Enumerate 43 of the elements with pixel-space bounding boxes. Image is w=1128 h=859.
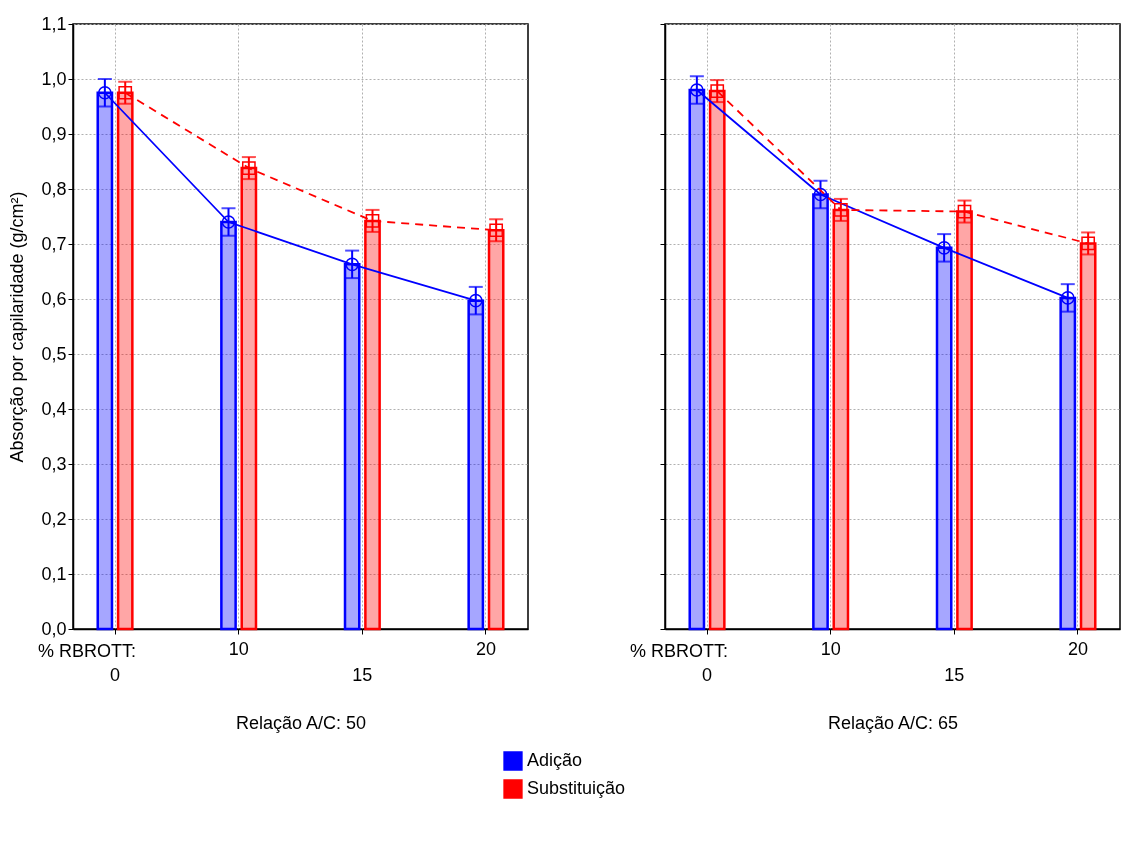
bar (1079, 242, 1097, 631)
bar (220, 220, 237, 631)
bar (96, 91, 114, 631)
bar (812, 193, 829, 631)
y-tick-label: 0,8 (41, 178, 67, 199)
y-tick-label: 0,4 (41, 398, 67, 419)
bar (364, 219, 381, 631)
x-tick-label: 0 (110, 664, 121, 685)
bar (343, 263, 361, 631)
y-tick-label: 0,9 (41, 123, 67, 144)
x-tick-label: 0 (702, 664, 713, 685)
y-tick-label: 1,1 (41, 13, 67, 34)
bar (116, 91, 134, 631)
bar (1059, 296, 1077, 631)
x-axis-title: Relação A/C: 50 (235, 712, 367, 733)
y-tick-label: 0,2 (41, 508, 67, 529)
y-tick-label: 0,3 (41, 453, 67, 474)
y-tick-label: 0,6 (41, 288, 67, 309)
x-tick-label: 15 (944, 664, 965, 685)
y-tick-label: 0,5 (41, 343, 67, 364)
bar (240, 166, 258, 631)
bar (935, 246, 953, 631)
x-tick-label: 20 (1067, 638, 1088, 659)
y-tick-label: 0,0 (41, 618, 67, 639)
y-tick-label: 0,7 (41, 233, 67, 254)
text: % RBROTT: (37, 641, 136, 661)
bar (708, 89, 726, 631)
legend-label: Substituição (527, 778, 626, 798)
x-tick-label: 10 (228, 638, 249, 659)
y-tick-label: 1,0 (41, 68, 67, 89)
bar (956, 210, 973, 631)
legend-label: Adição (527, 750, 583, 770)
bar (467, 299, 485, 631)
text: % RBROTT: (629, 641, 728, 661)
bar (487, 229, 505, 631)
x-tick-label: 15 (352, 664, 373, 685)
x-tick-label: 20 (475, 638, 496, 659)
x-tick-label: 10 (820, 638, 841, 659)
bar (832, 208, 850, 631)
y-tick-label: 0,1 (41, 563, 67, 584)
y-axis-title: Absorção por capilaridade (g/cm²) (7, 191, 28, 463)
x-axis-title: Relação A/C: 65 (827, 712, 959, 733)
bar (688, 88, 706, 631)
